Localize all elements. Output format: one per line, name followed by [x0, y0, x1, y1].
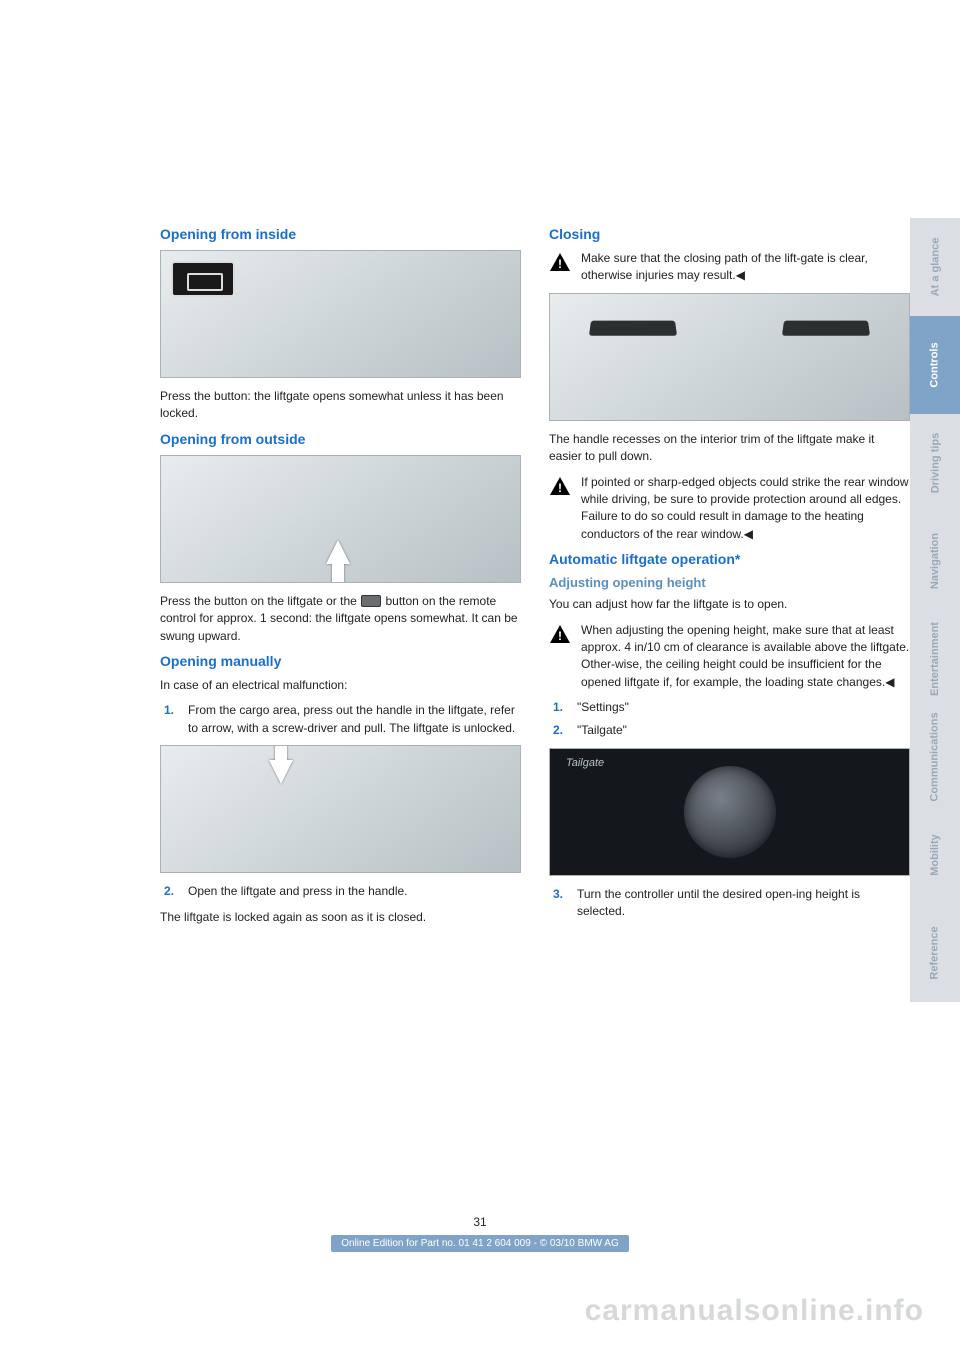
tab-label: At a glance	[929, 238, 941, 297]
step-text: Turn the controller until the desired op…	[577, 886, 910, 921]
text-manual-outro: The liftgate is locked again as soon as …	[160, 909, 521, 926]
arrow-down-icon	[269, 760, 293, 784]
step-text: "Tailgate"	[577, 722, 910, 739]
tab-entertainment[interactable]: Entertainment	[910, 610, 960, 708]
text-handle-recesses: The handle recesses on the interior trim…	[549, 431, 910, 466]
idrive-screen-label: Tailgate	[566, 757, 604, 769]
liftgate-button-icon	[171, 261, 235, 297]
text-opening-inside: Press the button: the liftgate opens som…	[160, 388, 521, 423]
tab-reference[interactable]: Reference	[910, 904, 960, 1002]
step-text: From the cargo area, press out the handl…	[188, 702, 521, 737]
step-text: "Settings"	[577, 699, 910, 716]
step-number: 2.	[164, 883, 180, 900]
tab-label: Communications	[929, 712, 941, 801]
step-text: Open the liftgate and press in the handl…	[188, 883, 521, 900]
heading-opening-inside: Opening from inside	[160, 226, 521, 242]
warning-closing-path: ! Make sure that the closing path of the…	[549, 250, 910, 285]
list-item: 3. Turn the controller until the desired…	[549, 886, 910, 921]
heading-closing: Closing	[549, 226, 910, 242]
warning-icon: !	[549, 252, 571, 277]
tab-label: Entertainment	[929, 622, 941, 696]
figure-idrive-dial: Tailgate	[549, 748, 910, 876]
warning-rear-window: ! If pointed or sharp-edged objects coul…	[549, 474, 910, 544]
text-adjust-intro: You can adjust how far the liftgate is t…	[549, 596, 910, 613]
tab-navigation[interactable]: Navigation	[910, 512, 960, 610]
watermark: carmanualsonline.info	[585, 1294, 924, 1328]
list-item: 2. Open the liftgate and press in the ha…	[160, 883, 521, 900]
step-number: 2.	[553, 722, 569, 739]
left-column: Opening from inside Press the button: th…	[160, 220, 521, 934]
heading-automatic-liftgate: Automatic liftgate operation*	[549, 551, 910, 567]
controller-dial-icon	[684, 766, 776, 858]
svg-text:!: !	[558, 481, 562, 495]
content-columns: Opening from inside Press the button: th…	[160, 220, 910, 934]
steps-manual-open-2: 2. Open the liftgate and press in the ha…	[160, 883, 521, 900]
steps-idrive: 1. "Settings" 2. "Tailgate"	[549, 699, 910, 740]
svg-text:!: !	[558, 629, 562, 643]
warning-text: Make sure that the closing path of the l…	[581, 250, 910, 285]
list-item: 2. "Tailgate"	[549, 722, 910, 739]
figure-interior-button	[160, 250, 521, 378]
warning-icon: !	[549, 476, 571, 501]
recess-icon	[782, 320, 870, 335]
tab-controls[interactable]: Controls	[910, 316, 960, 414]
tab-at-a-glance[interactable]: At a glance	[910, 218, 960, 316]
tab-driving-tips[interactable]: Driving tips	[910, 414, 960, 512]
arrow-up-icon	[326, 540, 350, 564]
text-opening-outside: Press the button on the liftgate or the …	[160, 593, 521, 645]
text-fragment: Press the button on the liftgate or the	[160, 594, 357, 608]
section-tabs: At a glance Controls Driving tips Naviga…	[910, 218, 960, 1002]
heading-opening-outside: Opening from outside	[160, 431, 521, 447]
warning-icon: !	[549, 624, 571, 649]
steps-idrive-3: 3. Turn the controller until the desired…	[549, 886, 910, 921]
warning-text: If pointed or sharp-edged objects could …	[581, 474, 910, 544]
tab-label: Controls	[929, 342, 941, 387]
tab-label: Mobility	[929, 834, 941, 876]
page-number: 31	[0, 1215, 960, 1229]
warning-text: When adjusting the opening height, make …	[581, 622, 910, 692]
remote-button-icon	[361, 595, 381, 607]
list-item: 1. "Settings"	[549, 699, 910, 716]
manual-page: Opening from inside Press the button: th…	[0, 0, 960, 1358]
tab-mobility[interactable]: Mobility	[910, 806, 960, 904]
list-item: 1. From the cargo area, press out the ha…	[160, 702, 521, 737]
steps-manual-open: 1. From the cargo area, press out the ha…	[160, 702, 521, 737]
heading-opening-manually: Opening manually	[160, 653, 521, 669]
right-column: Closing ! Make sure that the closing pat…	[549, 220, 910, 934]
edition-line: Online Edition for Part no. 01 41 2 604 …	[331, 1235, 629, 1252]
step-number: 1.	[164, 702, 180, 737]
tab-label: Navigation	[929, 533, 941, 589]
svg-text:!: !	[558, 257, 562, 271]
tab-communications[interactable]: Communications	[910, 708, 960, 806]
step-number: 3.	[553, 886, 569, 921]
subheading-adjusting-height: Adjusting opening height	[549, 575, 910, 590]
page-footer: 31 Online Edition for Part no. 01 41 2 6…	[0, 1215, 960, 1252]
figure-liftgate-exterior	[160, 455, 521, 583]
text-manual-intro: In case of an electrical malfunction:	[160, 677, 521, 694]
step-number: 1.	[553, 699, 569, 716]
figure-liftgate-recesses	[549, 293, 910, 421]
tab-label: Driving tips	[929, 433, 941, 494]
recess-icon	[589, 320, 677, 335]
warning-clearance: ! When adjusting the opening height, mak…	[549, 622, 910, 692]
figure-cargo-handle	[160, 745, 521, 873]
tab-label: Reference	[929, 926, 941, 979]
